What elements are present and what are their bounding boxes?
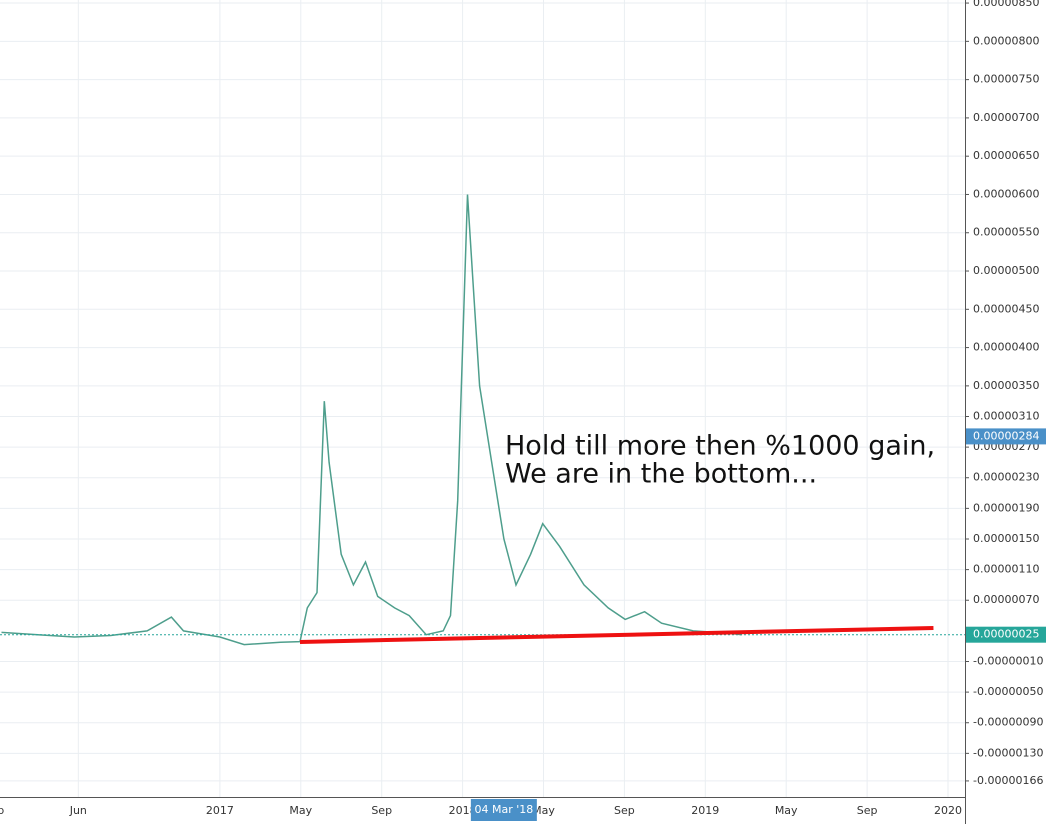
- x-tick-label: Sep: [857, 804, 878, 817]
- y-tick-label: 0.00000600: [973, 187, 1039, 200]
- x-tick-label: May: [532, 804, 555, 817]
- cursor-date-tag: [470, 799, 537, 821]
- y-tick-label: 0.00000150: [973, 532, 1039, 545]
- x-tick-label: eb: [0, 804, 4, 817]
- y-tick-label: 0.00000350: [973, 379, 1039, 392]
- y-tick-label: 0.00000450: [973, 302, 1039, 315]
- last-price-tag: [966, 626, 1046, 643]
- y-tick-label: 0.00000550: [973, 226, 1039, 239]
- annotation: Hold till more then %1000 gain,: [505, 431, 935, 462]
- x-tick-label: Jun: [69, 804, 87, 817]
- trend-line: [299, 626, 934, 644]
- price-line: [1, 194, 742, 646]
- y-tick-label: -0.00000050: [973, 685, 1043, 698]
- y-tick-label: 0.00000070: [973, 593, 1039, 606]
- y-tick-label: -0.00000130: [973, 746, 1043, 759]
- y-tick-label: -0.00000090: [973, 716, 1043, 729]
- cursor-date-label: 04 Mar '18: [474, 803, 533, 816]
- y-tick-label: -0.00000166: [973, 774, 1043, 787]
- y-tick-label: 0.00000400: [973, 341, 1039, 354]
- cursor-price-label: 0.00000284: [973, 429, 1039, 442]
- x-tick-label: May: [775, 804, 798, 817]
- y-tick-label: 0.00000800: [973, 34, 1039, 47]
- y-tick-label: 0.00000650: [973, 149, 1039, 162]
- y-tick-label: -0.00000010: [973, 654, 1043, 667]
- x-tick-label: 2017: [206, 804, 234, 817]
- x-tick-label: May: [289, 804, 312, 817]
- y-tick-label: 0.00000310: [973, 409, 1039, 422]
- x-tick-label: 2018: [449, 804, 477, 817]
- y-tick-label: 0.00000500: [973, 264, 1039, 277]
- x-tick-label: Sep: [371, 804, 392, 817]
- x-tick-label: 2019: [691, 804, 719, 817]
- y-tick-label: 0.00000110: [973, 563, 1039, 576]
- y-tick-label: 0.00000230: [973, 471, 1039, 484]
- y-tick-label: 0.00000700: [973, 111, 1039, 124]
- x-tick-label: Sep: [614, 804, 635, 817]
- annotation: We are in the bottom...: [505, 459, 817, 490]
- cursor-price-tag: [966, 428, 1046, 445]
- y-tick-label: 0.00000850: [973, 0, 1039, 9]
- y-tick-label: 0.00000750: [973, 73, 1039, 86]
- x-tick-label: 2020: [934, 804, 962, 817]
- y-tick-label: 0.00000190: [973, 501, 1039, 514]
- last-price-label: 0.00000025: [973, 628, 1039, 641]
